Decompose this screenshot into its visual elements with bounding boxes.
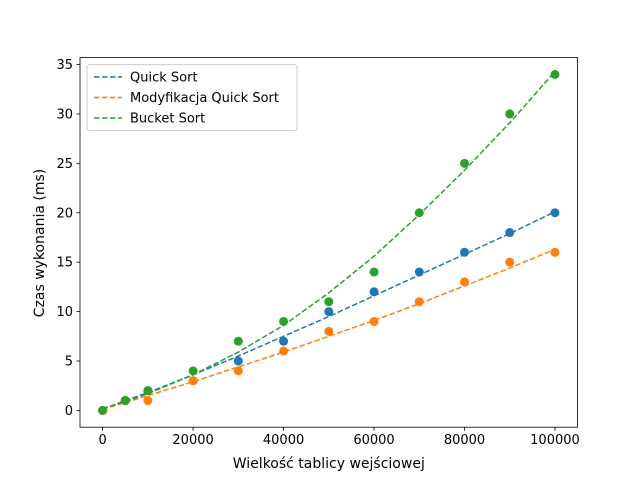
data-point-1-2 [143,396,153,406]
x-axis-label: Wielkość tablicy wejściowej [233,456,425,472]
data-point-0-5 [279,336,289,346]
x-tick-label: 20000 [172,433,213,448]
data-point-2-10 [505,109,515,119]
data-point-0-11 [550,208,560,218]
legend-label-1: Modyfikacja Quick Sort [130,91,279,106]
y-axis-label: Czas wykonania (ms) [32,169,48,317]
plot-area [98,69,560,415]
data-point-0-7 [369,287,379,297]
data-point-2-11 [550,69,560,79]
data-point-0-6 [324,307,334,317]
legend-label-2: Bucket Sort [130,112,205,127]
data-point-0-8 [414,267,424,277]
data-point-2-2 [143,386,153,396]
legend-box [86,64,298,132]
x-tick-label: 80000 [444,433,485,448]
data-point-2-4 [233,336,243,346]
y-tick-label: 10 [56,305,73,320]
legend-label-0: Quick Sort [130,71,198,86]
data-point-1-11 [550,247,560,257]
data-point-1-5 [279,346,289,356]
data-point-2-9 [460,158,470,168]
y-tick-label: 0 [65,404,73,419]
data-point-1-9 [460,277,470,287]
data-point-1-7 [369,316,379,326]
data-point-1-6 [324,326,334,336]
data-point-1-3 [188,376,198,386]
data-point-1-4 [233,366,243,376]
axes-frame [79,57,579,428]
data-point-2-0 [98,405,108,415]
data-point-0-9 [460,247,470,257]
y-tick-label: 30 [56,107,73,122]
y-tick-label: 15 [56,256,73,271]
x-tick-label: 0 [98,433,106,448]
data-point-1-8 [414,297,424,307]
legend: Quick Sort Modyfikacja Quick Sort Bucket S… [86,64,298,132]
data-point-2-5 [279,316,289,326]
x-tick-label: 40000 [263,433,304,448]
data-point-2-8 [414,208,424,218]
axes: 0 20000 40000 60000 80000 100000 0 5 10 15 20 25 30 3… [56,57,580,448]
data-point-2-7 [369,267,379,277]
data-point-2-3 [188,366,198,376]
fit-line-1 [102,248,556,411]
data-point-0-4 [233,356,243,366]
x-tick-label: 60000 [353,433,394,448]
data-point-0-10 [505,228,515,238]
y-tick-label: 5 [65,354,73,369]
x-tick-label: 100000 [530,433,580,448]
y-tick-label: 25 [56,157,73,172]
data-point-2-1 [120,396,130,406]
series-2 [98,69,560,415]
y-tick-label: 35 [56,58,73,73]
data-point-2-6 [324,297,334,307]
y-tick-label: 20 [56,206,73,221]
data-point-1-10 [505,257,515,267]
fit-line-0 [102,211,556,411]
fit-line-2 [102,70,556,410]
